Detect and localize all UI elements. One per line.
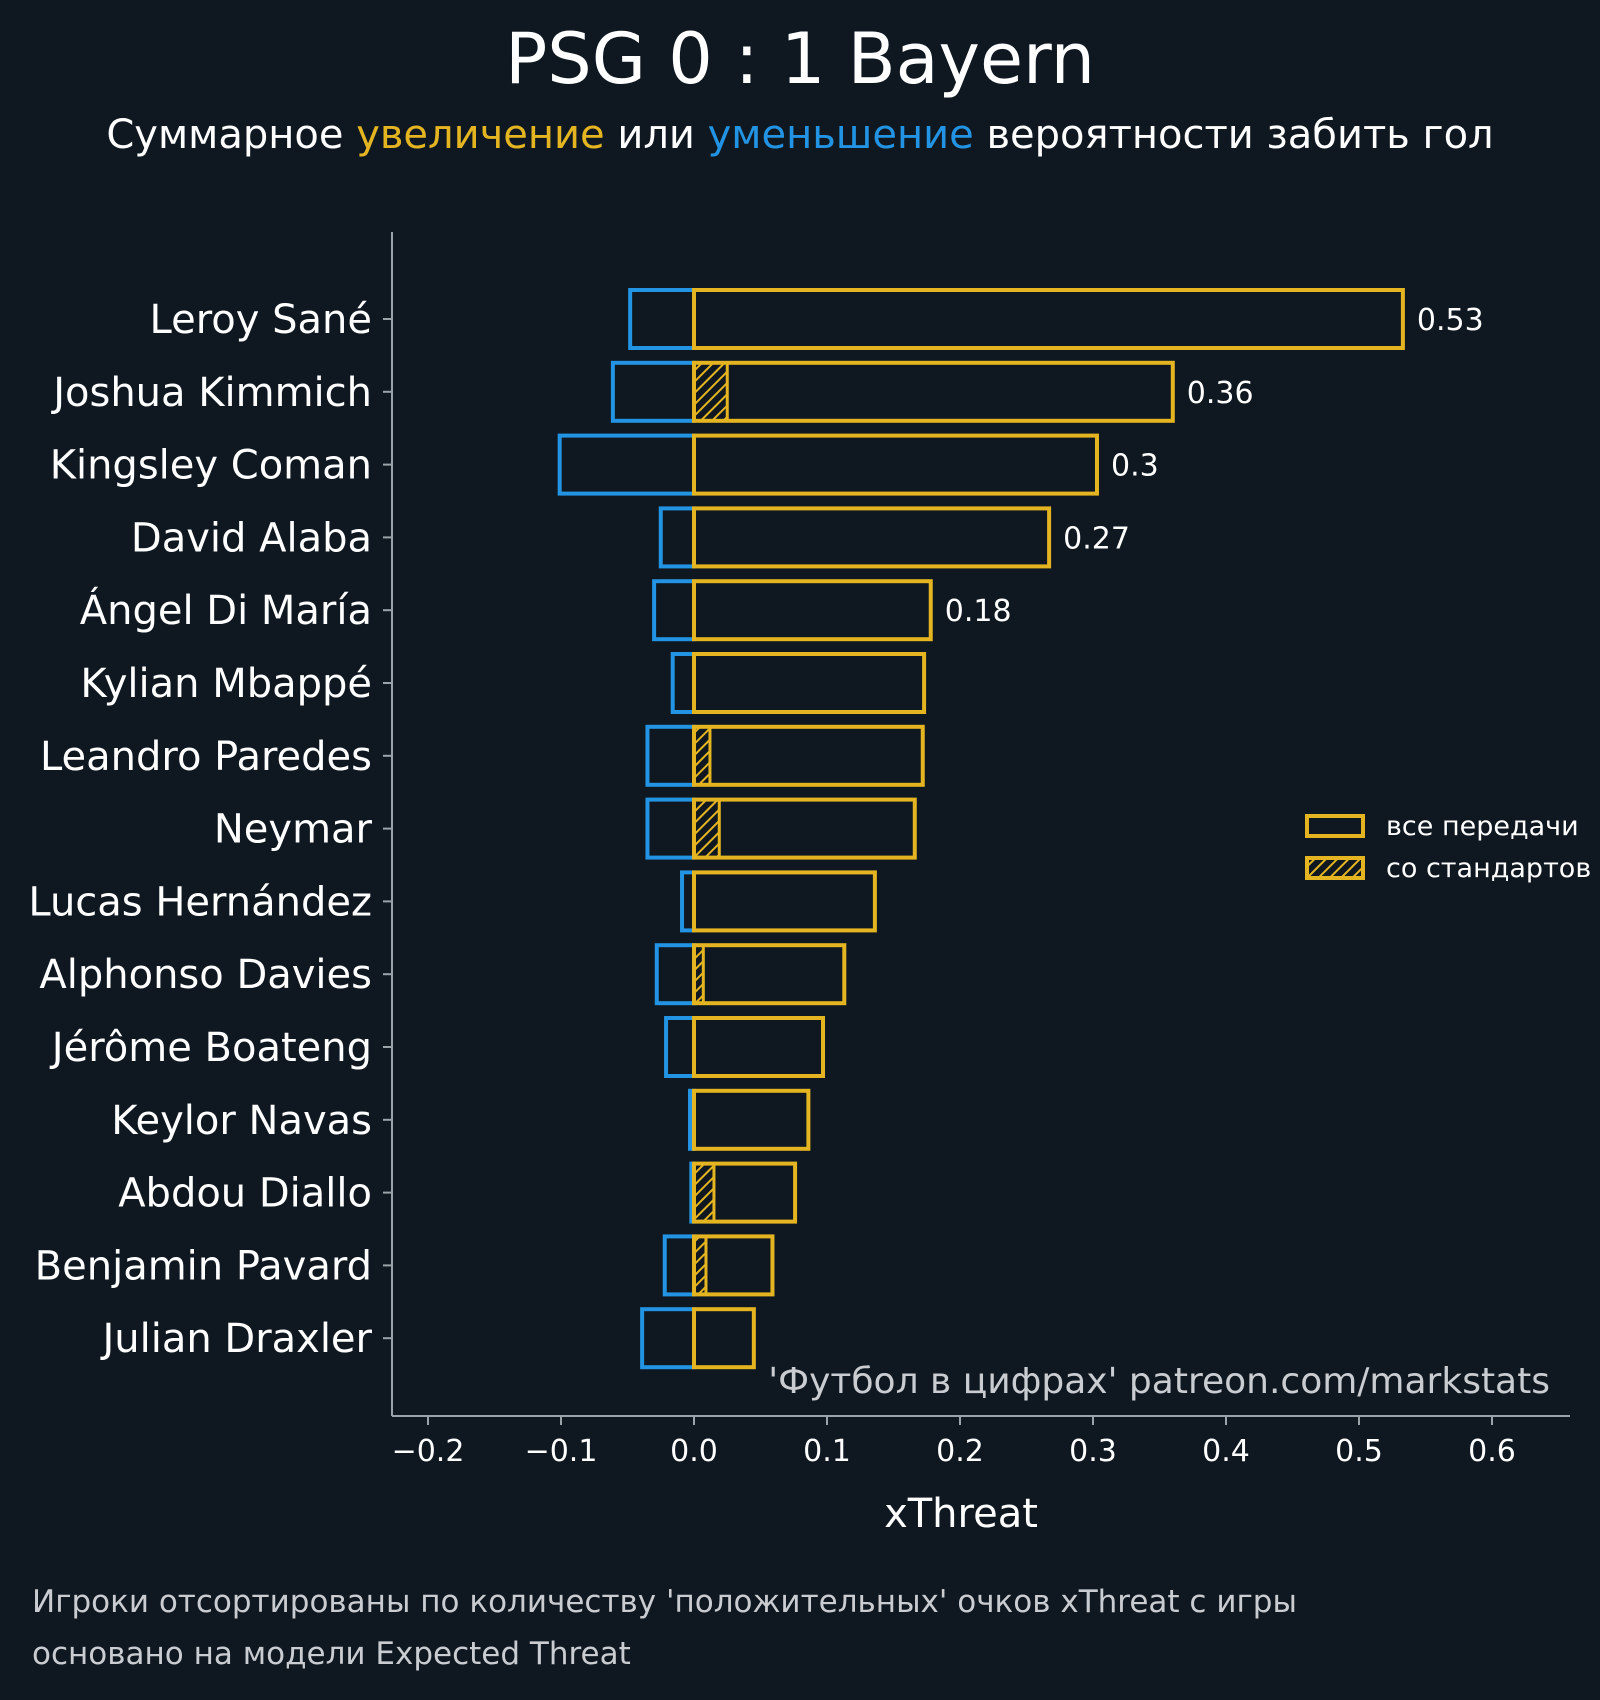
y-tick-label: Alphonso Davies: [39, 952, 372, 998]
subtitle-middle: или: [604, 112, 708, 158]
decrease-bar: [557, 433, 696, 496]
value-label: 0.3: [1111, 449, 1159, 484]
set-piece-bar: [692, 725, 712, 787]
value-label: 0.27: [1063, 521, 1130, 556]
increase-bar: [692, 579, 933, 642]
y-tick-label: Julian Draxler: [99, 1316, 372, 1362]
x-tick-label: 0.4: [1202, 1434, 1250, 1469]
increase-bar: [692, 1088, 811, 1151]
decrease-bar: [670, 652, 696, 714]
increase-bar: [692, 360, 1175, 423]
footnote-model: основано на модели Expected Threat: [32, 1636, 631, 1672]
plot-area: −0.2 −0.1 0.0 0.1 0.2 0.3 0.4 0.5 0.6 xThreat Lero…: [28, 232, 1591, 1537]
y-tick-label: Leroy Sané: [150, 297, 372, 343]
decrease-bar: [658, 506, 696, 569]
legend-set-pieces-swatch: [1305, 856, 1365, 880]
x-axis-label: xThreat: [884, 1491, 1038, 1537]
decrease-bar: [640, 1307, 697, 1370]
x-tick-label: −0.2: [392, 1434, 465, 1469]
y-tick-label: Abdou Diallo: [118, 1171, 372, 1217]
x-tick-label: 0.6: [1468, 1434, 1516, 1469]
increase-bar: [692, 1307, 756, 1370]
chart-subtitle: Суммарное увеличение или уменьшение веро…: [0, 112, 1600, 158]
y-tick-label: Kylian Mbappé: [80, 661, 372, 707]
value-label: 0.36: [1187, 376, 1254, 411]
y-tick-label: David Alaba: [131, 515, 372, 561]
increase-bar: [692, 288, 1405, 350]
decrease-bar: [628, 288, 696, 350]
legend-all-passes-label: все передачи: [1386, 811, 1579, 842]
decrease-bar: [645, 724, 697, 787]
decrease-bar: [654, 943, 697, 1006]
chart-title: PSG 0 : 1 Bayern: [505, 18, 1095, 100]
decrease-bar: [662, 1234, 696, 1297]
y-tick-label: Keylor Navas: [111, 1098, 372, 1144]
increase-bar: [692, 870, 877, 933]
increase-bar: [692, 724, 925, 787]
x-tick-label: −0.1: [525, 1434, 598, 1469]
y-tick-label: Jérôme Boateng: [49, 1025, 372, 1071]
x-tick-label: 0.5: [1335, 1434, 1383, 1469]
value-label: 0.53: [1417, 303, 1484, 338]
x-tick-label: 0.1: [803, 1434, 851, 1469]
x-tick-label: 0.0: [670, 1434, 718, 1469]
decrease-bar: [664, 1016, 697, 1078]
subtitle-increase-word: увеличение: [356, 112, 605, 158]
footnote-sorting: Игроки отсортированы по количеству 'поло…: [32, 1584, 1297, 1620]
y-tick-label: Ángel Di María: [80, 586, 372, 634]
increase-bar: [692, 797, 917, 860]
y-tick-label: Neymar: [214, 807, 373, 853]
subtitle-suffix: вероятности забить гол: [973, 112, 1494, 158]
watermark: 'Футбол в цифрах' patreon.com/markstats: [768, 1361, 1550, 1402]
increase-bar: [692, 1016, 826, 1078]
set-piece-bar: [692, 798, 721, 860]
increase-bar: [692, 1234, 775, 1297]
set-piece-bar: [692, 1162, 716, 1224]
increase-bar: [692, 433, 1099, 496]
increase-bar: [692, 506, 1052, 569]
y-tick-label: Leandro Paredes: [40, 734, 372, 780]
subtitle-decrease-word: уменьшение: [707, 112, 974, 158]
decrease-bar: [610, 360, 696, 423]
y-tick-label: Kingsley Coman: [50, 443, 372, 489]
decrease-bar: [645, 797, 697, 860]
y-tick-label: Joshua Kimmich: [50, 370, 372, 416]
legend-all-passes-swatch: [1305, 814, 1365, 838]
increase-bar: [692, 1161, 798, 1224]
decrease-bar: [652, 579, 696, 642]
y-tick-label: Lucas Hernández: [28, 879, 372, 925]
value-label: 0.18: [945, 594, 1012, 629]
x-tick-label: 0.3: [1069, 1434, 1117, 1469]
subtitle-prefix: Суммарное: [106, 112, 357, 158]
y-tick-label: Benjamin Pavard: [35, 1243, 372, 1289]
increase-bar: [692, 943, 847, 1006]
increase-bar: [692, 652, 927, 714]
legend-set-pieces-label: со стандартов: [1386, 853, 1591, 884]
x-tick-label: 0.2: [936, 1434, 984, 1469]
set-piece-bar: [692, 361, 729, 423]
